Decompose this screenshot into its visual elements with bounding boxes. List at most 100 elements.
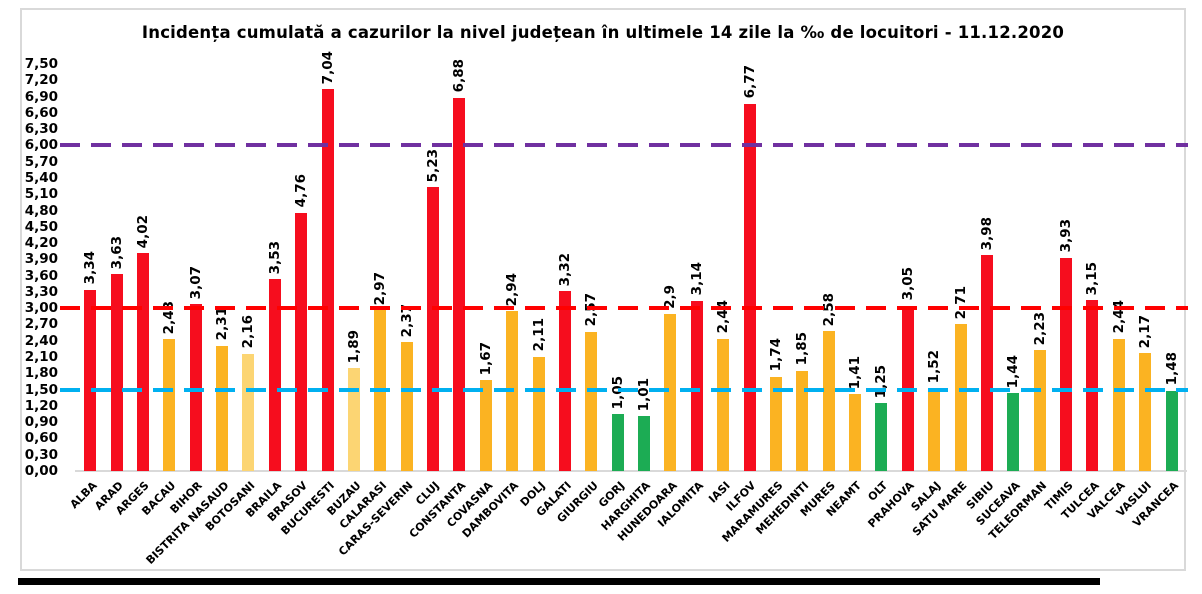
bar-slot: 2,97 CALARASI: [337, 64, 393, 532]
bar-slot: 5,23 CLUJ: [413, 64, 446, 508]
bar-slot: 1,67 COVASNA: [444, 64, 499, 530]
bar-maramures: [769, 376, 782, 471]
bar-timis: [1060, 257, 1073, 471]
bar-value-label: 1,74: [767, 338, 784, 372]
y-tick-label: 3,30: [24, 283, 58, 300]
bar-slot: 2,9 HUNEDOARA: [615, 64, 683, 544]
bar-harghita: [638, 416, 651, 471]
bar-slot: 3,07 BIHOR: [168, 64, 209, 516]
y-tick-label: 2,40: [24, 332, 58, 349]
bar-value-label: 3,63: [108, 235, 125, 270]
bar-constanta: [453, 97, 466, 471]
bar-value-label: 1,44: [1005, 354, 1022, 388]
y-tick-label: 0,00: [24, 463, 58, 479]
bar-valcea: [1112, 338, 1125, 471]
bar-ilfov: [743, 103, 756, 471]
bar-value-label: 3,98: [978, 216, 995, 251]
bar-slot: 2,31 BISTRITA NASAUD: [143, 64, 235, 567]
bar-dolj: [532, 356, 545, 471]
bar-slot: 3,53 BRAILA: [243, 64, 288, 520]
bar-slot: 3,14 IALOMITA: [655, 64, 710, 529]
bar-cluj: [427, 187, 440, 471]
bar-value-label: 7,04: [319, 50, 336, 84]
bar-slot: 4,02 ARGES: [114, 64, 156, 518]
bar-salaj: [928, 388, 941, 471]
bar-arges: [136, 252, 149, 471]
bar-value-label: 6,88: [451, 59, 468, 93]
y-tick-label: 1,50: [24, 381, 58, 398]
y-tick-label: 6,90: [24, 88, 58, 105]
bar-value-label: 2,31: [214, 307, 231, 341]
bar-slot: 2,43 BACAU: [140, 64, 182, 518]
bar-bistrita-nasaud: [216, 345, 229, 471]
y-tick-label: 4,50: [24, 218, 58, 235]
bar-slot: 2,17 VASLUI: [1114, 64, 1158, 519]
bar-suceava: [1007, 392, 1020, 471]
y-tick-label: 7,20: [24, 72, 58, 89]
bar-teleorman: [1033, 350, 1046, 471]
bar-slot: 1,44 SUCEAVA: [973, 64, 1026, 529]
bar-value-label: 2,11: [530, 318, 547, 352]
bar-value-label: 1,52: [926, 350, 943, 384]
y-tick-label: 1,80: [24, 365, 58, 382]
bar-mures: [822, 331, 835, 471]
bar-slot: 6,88 CONSTANTA: [407, 59, 472, 540]
chart-title: Incidența cumulată a cazurilor la nivel …: [141, 23, 1065, 42]
bar-slot: 2,71 SATU MARE: [910, 64, 973, 539]
bar-slot: 1,89 BUZAU: [324, 64, 367, 518]
y-tick-label: 4,80: [24, 202, 58, 219]
bar-slot: 7,04 BUCURESTI: [278, 51, 340, 538]
bar-value-label: 5,23: [425, 148, 442, 183]
bar-value-label: 3,07: [187, 266, 204, 300]
bar-value-label: 1,48: [1163, 352, 1180, 386]
bar-galati: [558, 290, 571, 471]
bar-slot: 3,93 TIMIS: [1042, 64, 1079, 512]
y-tick-label: 0,30: [24, 446, 58, 463]
bar-value-label: 2,94: [504, 273, 521, 307]
bar-sibiu: [980, 255, 993, 471]
bar-satu-mare: [954, 323, 967, 471]
bar-caras-severin: [400, 342, 413, 471]
bar-slot: 2,94 DAMBOVITA: [460, 64, 525, 540]
y-tick-label: 2,70: [24, 316, 58, 333]
bar-bacau: [163, 339, 176, 471]
bar-braila: [268, 279, 281, 471]
y-tick-label: 5,40: [24, 169, 58, 186]
bar-value-label: 1,85: [794, 332, 811, 366]
bar-slot: 1,74 MARAMURES: [719, 64, 789, 545]
bar-value-label: 1,25: [873, 364, 890, 399]
bar-slot: 2,44 IASI: [706, 64, 736, 505]
bar-gorj: [611, 414, 624, 471]
bar-slot: 3,34 ALBA: [67, 64, 103, 511]
y-tick-label: 0,60: [24, 430, 58, 447]
y-tick-label: 3,60: [24, 267, 58, 284]
bar-slot: 2,37 CARAS-SEVERIN: [336, 64, 420, 558]
bar-vaslui: [1139, 353, 1152, 471]
bar-alba: [84, 289, 97, 471]
bar-giurgiu: [585, 331, 598, 471]
y-tick-label: 0,90: [24, 414, 58, 431]
bar-buzau: [347, 368, 360, 471]
bar-value-label: 1,89: [345, 330, 362, 364]
bar-slot: 6,77 ILFOV: [724, 64, 762, 513]
bar-value-label: 2,23: [1031, 311, 1048, 345]
bar-slot: 3,32 GALATI: [534, 64, 578, 520]
bar-slot: 1,52 SALAJ: [909, 64, 947, 513]
bar-slot: 2,44 VALCEA: [1085, 64, 1132, 521]
bar-value-label: 2,17: [1137, 314, 1154, 349]
bar-slot: 3,63 ARAD: [92, 64, 129, 513]
threshold-red-line: [60, 306, 1188, 311]
threshold-cyan-line: [60, 387, 1188, 392]
bar-iasi: [717, 338, 730, 471]
bar-botosani: [242, 353, 255, 471]
bar-value-label: 2,97: [372, 271, 389, 305]
bar-arad: [110, 274, 123, 471]
y-tick-label: 3,90: [24, 251, 58, 268]
bar-brasov: [295, 212, 308, 471]
bar-slot: 2,23 TELEORMAN: [986, 64, 1053, 542]
bar-value-label: 3,14: [688, 262, 705, 296]
bar-value-label: 6,77: [741, 65, 758, 99]
x-axis-baseline: [75, 470, 1187, 472]
chart-canvas: Incidența cumulată a cazurilor la nivel …: [20, 8, 1188, 571]
bar-value-label: 3,15: [1084, 261, 1101, 296]
